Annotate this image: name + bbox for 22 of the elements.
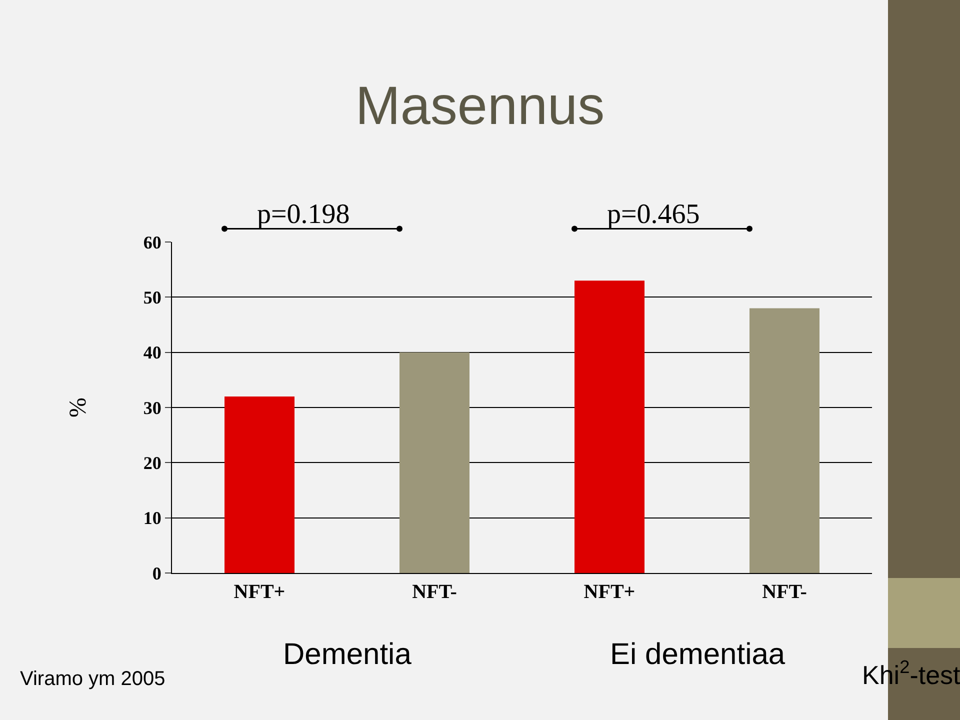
y-tick-label: 30 bbox=[143, 398, 162, 418]
bar bbox=[400, 352, 470, 573]
y-tick-label: 0 bbox=[152, 563, 162, 584]
text: p=0.198 bbox=[257, 199, 350, 230]
text: p=0.465 bbox=[607, 199, 700, 230]
text: Viramo ym 2005 bbox=[20, 668, 166, 690]
x-tick-label: NFT- bbox=[412, 581, 457, 603]
x-tick-label: NFT+ bbox=[584, 581, 636, 603]
y-tick-label: 60 bbox=[143, 232, 162, 252]
chart-title: Masennus bbox=[355, 76, 605, 136]
y-tick-label: 10 bbox=[143, 508, 162, 528]
y-tick-label: 20 bbox=[143, 452, 162, 473]
y-tick-label: 40 bbox=[143, 342, 162, 363]
y-tick-label: 50 bbox=[143, 287, 162, 308]
x-tick-label: NFT- bbox=[762, 581, 807, 603]
text: Dementia bbox=[283, 638, 412, 671]
bar bbox=[750, 308, 820, 573]
y-axis-title: % bbox=[66, 398, 92, 418]
text: Ei dementiaa bbox=[610, 638, 786, 671]
bar bbox=[574, 280, 644, 573]
bar bbox=[224, 396, 294, 573]
x-tick-label: NFT+ bbox=[234, 581, 286, 603]
